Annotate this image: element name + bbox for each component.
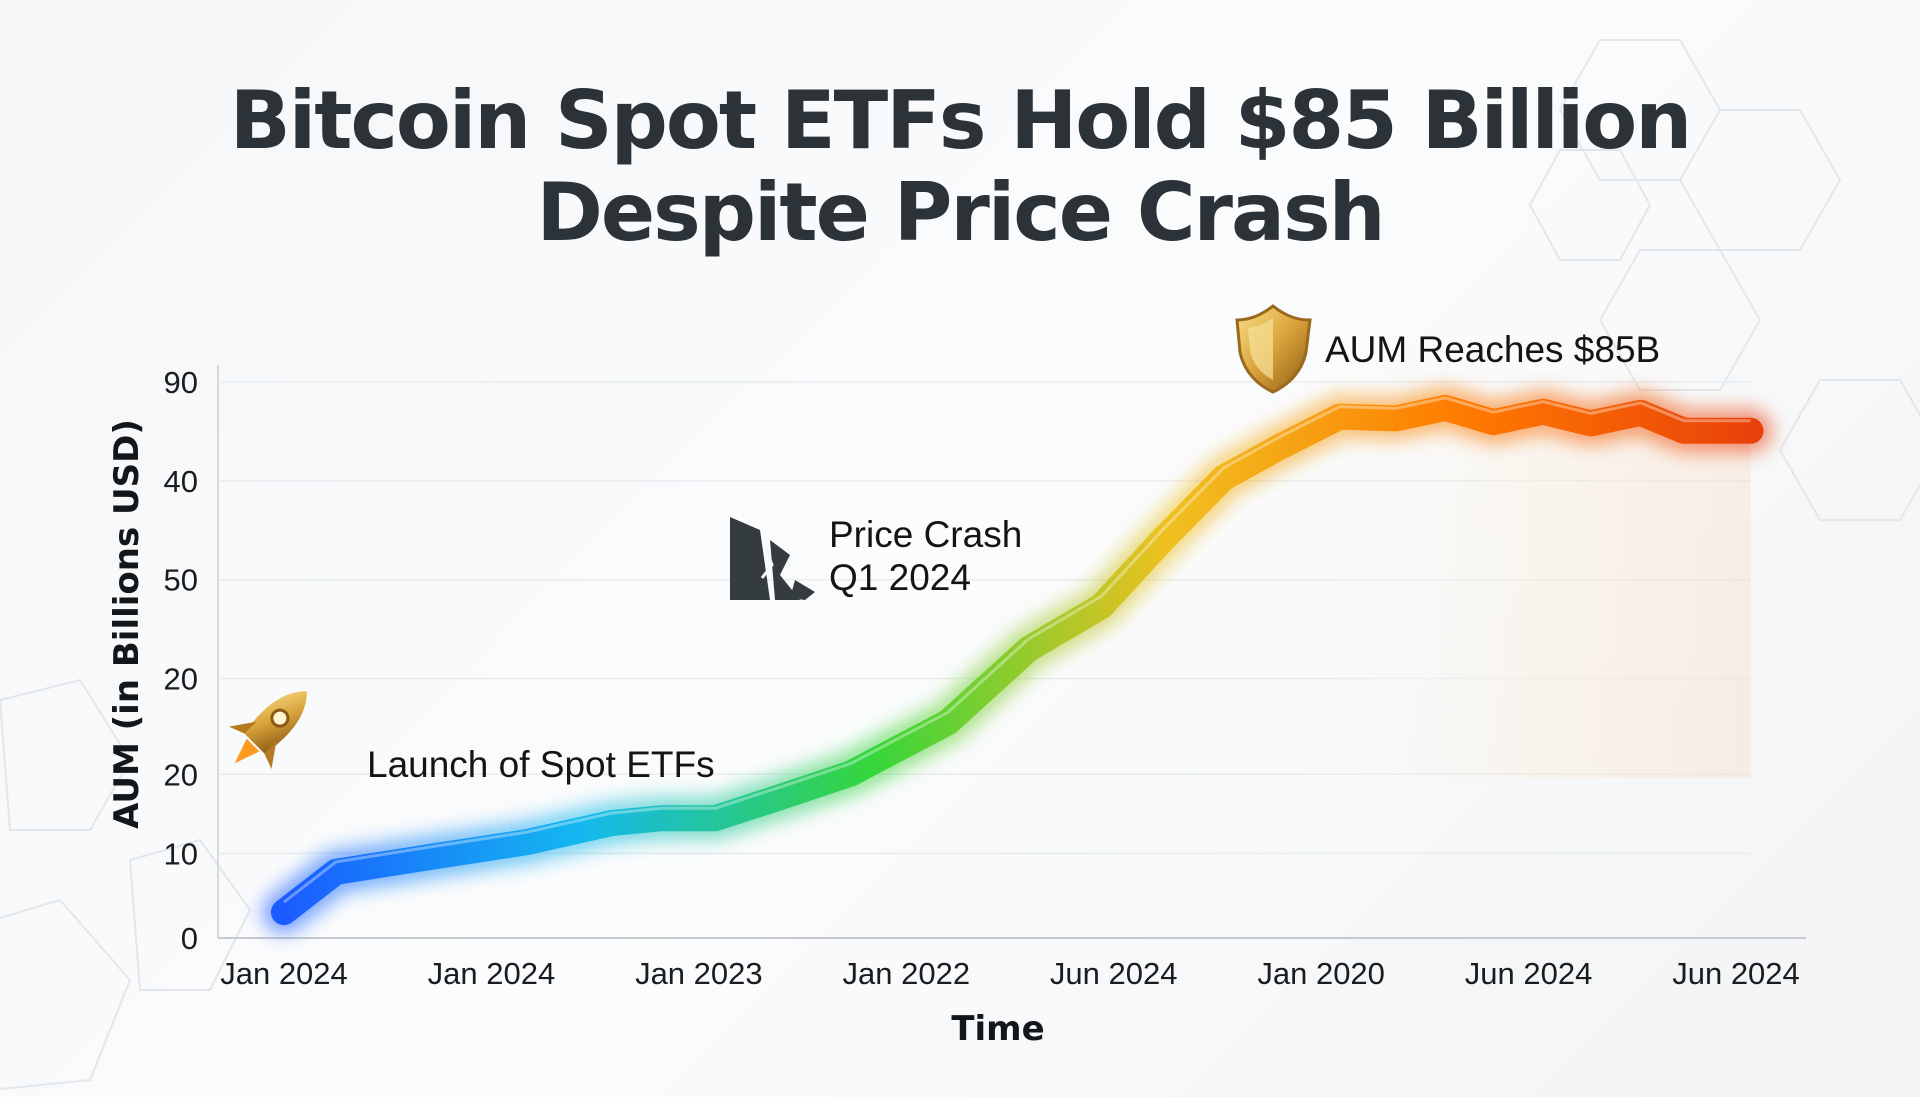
x-tick-label: Jan 2023: [635, 956, 763, 991]
series-line-highlight: [283, 396, 1751, 904]
series-line-path: [271, 394, 1764, 926]
plateau-area-shade: [1279, 431, 1751, 778]
y-tick-label: 90: [164, 365, 198, 400]
chart-title-line: Despite Price Crash: [536, 166, 1383, 259]
svg-text:AUM Reaches $85B: AUM Reaches $85B: [1325, 329, 1660, 370]
y-tick-label: 50: [164, 563, 198, 598]
x-tick-label: Jan 2024: [220, 956, 348, 991]
y-tick-label: 10: [164, 836, 198, 871]
x-axis-label: Time: [951, 1009, 1044, 1049]
y-tick-label: 0: [181, 921, 198, 956]
x-tick-label: Jan 2024: [428, 956, 556, 991]
annotation-price-crash: Price Crash Q1 2024: [730, 514, 1022, 600]
x-tick-label: Jun 2024: [1465, 956, 1593, 991]
x-tick-labels: Jan 2024 Jan 2024 Jan 2023 Jan 2022 Jun 2024…: [220, 956, 1800, 991]
svg-text:Price Crash: Price Crash: [829, 514, 1022, 555]
shield-icon: [1235, 304, 1312, 394]
annotation-launch: Launch of Spot ETFs: [228, 691, 715, 785]
y-tick-label: 40: [164, 464, 198, 499]
background-hex-pattern: [0, 39, 1920, 1091]
y-axis-label: AUM (in Billions USD): [107, 419, 147, 829]
y-tick-label: 20: [164, 662, 198, 697]
svg-text:Q1 2024: Q1 2024: [829, 557, 971, 598]
x-tick-label: Jun 2024: [1672, 956, 1800, 991]
chart-title-line: Bitcoin Spot ETFs Hold $85 Billion: [230, 74, 1690, 167]
y-tick-label: 20: [164, 757, 198, 792]
x-tick-label: Jan 2020: [1257, 956, 1385, 991]
cracked-wall-icon: [730, 517, 815, 600]
series-line: [262, 385, 1773, 935]
x-tick-label: Jan 2022: [843, 956, 971, 991]
y-tick-labels: 90 40 50 20 20 10 0: [164, 365, 198, 956]
rocket-icon: [228, 691, 307, 770]
annotation-aum-85b: AUM Reaches $85B: [1235, 304, 1660, 394]
chart-title: Bitcoin Spot ETFs Hold $85 BillionDespit…: [230, 74, 1692, 259]
svg-text:Launch of Spot ETFs: Launch of Spot ETFs: [367, 744, 715, 785]
x-tick-label: Jun 2024: [1050, 956, 1178, 991]
